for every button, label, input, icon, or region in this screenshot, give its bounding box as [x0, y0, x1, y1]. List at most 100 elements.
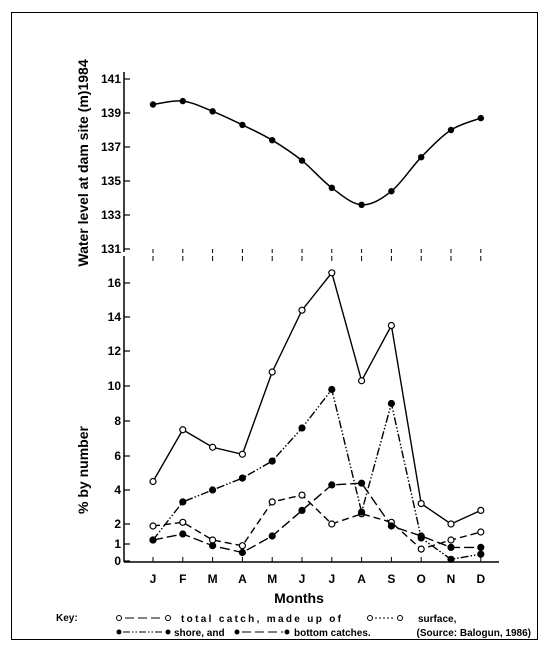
- series-point: [209, 486, 217, 494]
- source-credit: (Source: Balogun, 1986): [417, 628, 531, 639]
- figure-frame: [11, 12, 538, 640]
- series-line: [152, 482, 481, 554]
- key-symbol-shore: [116, 629, 171, 635]
- series-point: [387, 399, 395, 408]
- series-line: [152, 494, 481, 550]
- series-point: [477, 506, 485, 514]
- series-point: [179, 426, 187, 434]
- bottom-y-tick-label: 0: [114, 554, 121, 568]
- key-symbol-surface: [367, 615, 403, 621]
- series-line: [152, 271, 482, 525]
- series-point: [477, 528, 485, 536]
- series-point: [238, 450, 246, 458]
- x-tick-label: N: [447, 572, 456, 586]
- series-surface: [149, 491, 485, 553]
- bottom-y-tick-label: 12: [108, 344, 122, 358]
- top-y-tick-label: 133: [101, 208, 121, 222]
- top-y-tick-label: 137: [101, 140, 121, 154]
- bottom-y-tick-label: 8: [114, 414, 121, 428]
- series-point: [447, 543, 455, 552]
- series-point: [179, 518, 187, 526]
- chart-key: Key: total catch, made up of surface, sh…: [56, 613, 531, 639]
- series-point: [179, 498, 187, 506]
- series-point: [358, 479, 366, 487]
- series-shore: [149, 385, 485, 563]
- top-y-tick-label: 139: [101, 106, 121, 120]
- water-level-point: [179, 97, 186, 105]
- series-point: [298, 306, 306, 314]
- top-y-tick-label: 131: [101, 242, 121, 256]
- water-level-point: [149, 101, 157, 108]
- x-tick-label: D: [476, 572, 485, 586]
- x-tick-label: M: [267, 572, 277, 586]
- x-axis-title: Months: [274, 590, 324, 606]
- series-point: [387, 522, 395, 530]
- water-level-point: [447, 126, 455, 134]
- series-point: [358, 508, 366, 516]
- key-text-total: total catch, made up of: [181, 614, 342, 625]
- series-point: [179, 530, 187, 538]
- water-level-panel: 131 133 135 137 139 141: [101, 72, 484, 256]
- series-point: [328, 385, 336, 394]
- x-tick-label: J: [299, 572, 306, 586]
- key-symbol-total: [116, 615, 171, 621]
- x-tick-label: S: [387, 572, 395, 586]
- series-point: [209, 443, 217, 451]
- series-point: [268, 368, 276, 376]
- series-point: [149, 522, 157, 530]
- bottom-y-tick-label: 6: [114, 449, 121, 463]
- x-tick-label: A: [357, 572, 366, 586]
- series-point: [268, 532, 276, 540]
- series-point: [447, 536, 455, 544]
- x-tick-label: O: [417, 572, 426, 586]
- series-point: [328, 269, 336, 277]
- water-level-point: [209, 108, 216, 115]
- key-label: Key:: [56, 613, 78, 624]
- water-level-point: [358, 201, 365, 208]
- water-level-point: [328, 184, 335, 191]
- bottom-y-tick-label: 16: [108, 276, 122, 290]
- bottom-y-tick-label: 14: [108, 310, 122, 324]
- water-level-point: [239, 121, 246, 129]
- series-point: [298, 491, 306, 499]
- water-level-point: [388, 188, 395, 195]
- series-point: [238, 548, 246, 557]
- series-point: [387, 321, 395, 330]
- series-point: [209, 536, 217, 544]
- x-tick-label: J: [150, 572, 157, 586]
- series-point: [417, 532, 425, 540]
- series-point: [268, 498, 276, 506]
- series-point: [417, 500, 425, 508]
- series-point: [238, 542, 246, 550]
- series-point: [477, 550, 485, 558]
- series-point: [238, 474, 246, 482]
- key-text-shore: shore, and: [174, 628, 225, 639]
- series-point: [447, 555, 455, 563]
- series-total-catch: [149, 269, 485, 528]
- top-y-tick-label: 141: [101, 72, 121, 86]
- bottom-y-tick-label: 2: [114, 517, 121, 531]
- x-tick-label: F: [179, 572, 186, 586]
- water-level-line: [152, 100, 482, 206]
- x-tick-label: J: [328, 572, 335, 586]
- series-point: [298, 506, 306, 514]
- bottom-y-axis-title: % by number: [75, 425, 91, 513]
- series-point: [328, 481, 336, 489]
- water-level-point: [418, 154, 425, 161]
- bottom-y-tick-label: 1: [114, 537, 121, 551]
- series-point: [209, 542, 217, 550]
- series-point: [477, 543, 485, 552]
- bottom-y-tick-label: 10: [108, 379, 122, 393]
- series-bottom-catches: [149, 479, 485, 557]
- series-line: [152, 387, 481, 561]
- key-text-bottom: bottom catches.: [294, 628, 371, 639]
- top-y-tick-label: 135: [101, 174, 121, 188]
- water-level-point: [477, 114, 484, 122]
- series-point: [447, 520, 455, 528]
- series-point: [149, 536, 157, 544]
- series-point: [268, 457, 276, 465]
- key-text-surface: surface,: [418, 614, 457, 625]
- series-point: [417, 545, 425, 553]
